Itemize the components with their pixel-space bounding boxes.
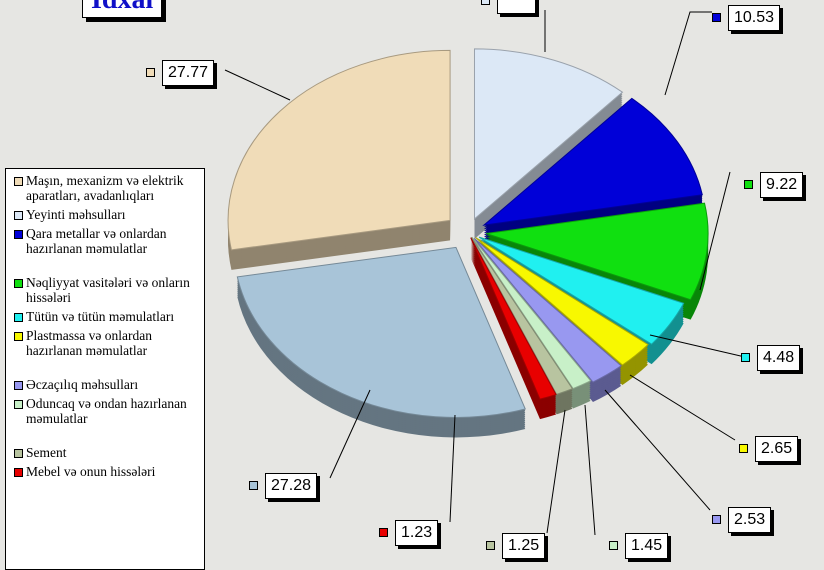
legend-label: Yeyinti məhsulları [26, 207, 126, 222]
legend-swatch [14, 468, 23, 477]
legend-item: Sement [6, 445, 204, 460]
pie-slice [475, 237, 649, 366]
legend-item: Əczaçılıq məhsulları [6, 377, 204, 392]
legend-swatch [14, 400, 23, 409]
pie-slice [478, 236, 685, 345]
data-label: 27.77 [162, 60, 215, 86]
legend: Maşın, mexanizm və elektrik aparatları, … [5, 168, 205, 570]
data-label: 1.23 [395, 520, 439, 546]
data-label: 9.22 [760, 172, 804, 198]
leader-line [604, 389, 711, 511]
data-label: 4.48 [757, 345, 801, 371]
pie-slice [227, 49, 451, 251]
legend-swatch [14, 313, 23, 322]
leader-line [699, 171, 731, 291]
leader-line [584, 404, 596, 536]
leader-line [664, 11, 712, 96]
legend-item: Plastmassa və onlardan hazırlanan məmula… [6, 328, 204, 358]
leader-line [449, 414, 456, 523]
data-label: 2.65 [755, 436, 799, 462]
data-label: 27.28 [265, 473, 318, 499]
label-marker [481, 0, 490, 5]
pie-slice [236, 246, 526, 418]
legend-label: Maşın, mexanizm və elektrik aparatları, … [26, 173, 184, 203]
legend-swatch [14, 279, 23, 288]
data-label: 1.45 [625, 533, 669, 559]
chart-title: İdxal [82, 0, 163, 18]
label-marker [486, 541, 495, 550]
data-label [497, 0, 536, 14]
label-marker [739, 444, 748, 453]
pie-slice [485, 202, 709, 301]
legend-label: Oduncaq və ondan hazırlanan məmulatlar [26, 396, 187, 426]
pie-slice [470, 237, 557, 400]
leader-line [546, 409, 566, 534]
legend-swatch [14, 211, 23, 220]
legend-swatch [14, 449, 23, 458]
data-label: 2.53 [728, 507, 772, 533]
legend-item: Qara metallar və onlardan hazırlanan məm… [6, 226, 204, 256]
legend-item: Tütün və tütün məmulatları [6, 309, 204, 324]
pie-slice [470, 237, 574, 395]
data-label: 10.53 [728, 5, 781, 31]
legend-swatch [14, 177, 23, 186]
label-marker [744, 180, 753, 189]
legend-item: Nəqliyyat vasitələri və onların hissələr… [6, 275, 204, 305]
legend-label: Plastmassa və onlardan hazırlanan məmula… [26, 328, 152, 358]
pie-chart [224, 10, 746, 536]
legend-label: Mebel və onun hissələri [26, 464, 156, 479]
pie-slice [473, 48, 624, 221]
label-marker [712, 515, 721, 524]
pie-slice [473, 238, 622, 383]
legend-label: Qara metallar və onlardan hazırlanan məm… [26, 226, 167, 256]
legend-item: Mebel və onun hissələri [6, 464, 204, 479]
legend-swatch [14, 381, 23, 390]
leader-line [224, 69, 291, 101]
pie-slice [482, 97, 703, 226]
label-marker [712, 13, 721, 22]
legend-label: Sement [26, 445, 67, 460]
label-marker [379, 528, 388, 537]
pie-slice [471, 236, 592, 390]
legend-label: Əczaçılıq məhsulları [26, 377, 139, 392]
label-marker [146, 68, 155, 77]
label-marker [249, 481, 258, 490]
legend-swatch [14, 230, 23, 239]
leader-line [629, 374, 736, 441]
legend-label: Nəqliyyat vasitələri və onların hissələr… [26, 275, 190, 305]
legend-item: Maşın, mexanizm və elektrik aparatları, … [6, 173, 204, 203]
leader-line [649, 334, 746, 358]
data-label: 1.25 [502, 533, 546, 559]
legend-label: Tütün və tütün məmulatları [26, 309, 175, 324]
leader-line [329, 389, 371, 479]
label-marker [741, 353, 750, 362]
legend-item: Oduncaq və ondan hazırlanan məmulatlar [6, 396, 204, 426]
legend-item: Yeyinti məhsulları [6, 207, 204, 222]
label-marker [609, 541, 618, 550]
legend-swatch [14, 332, 23, 341]
